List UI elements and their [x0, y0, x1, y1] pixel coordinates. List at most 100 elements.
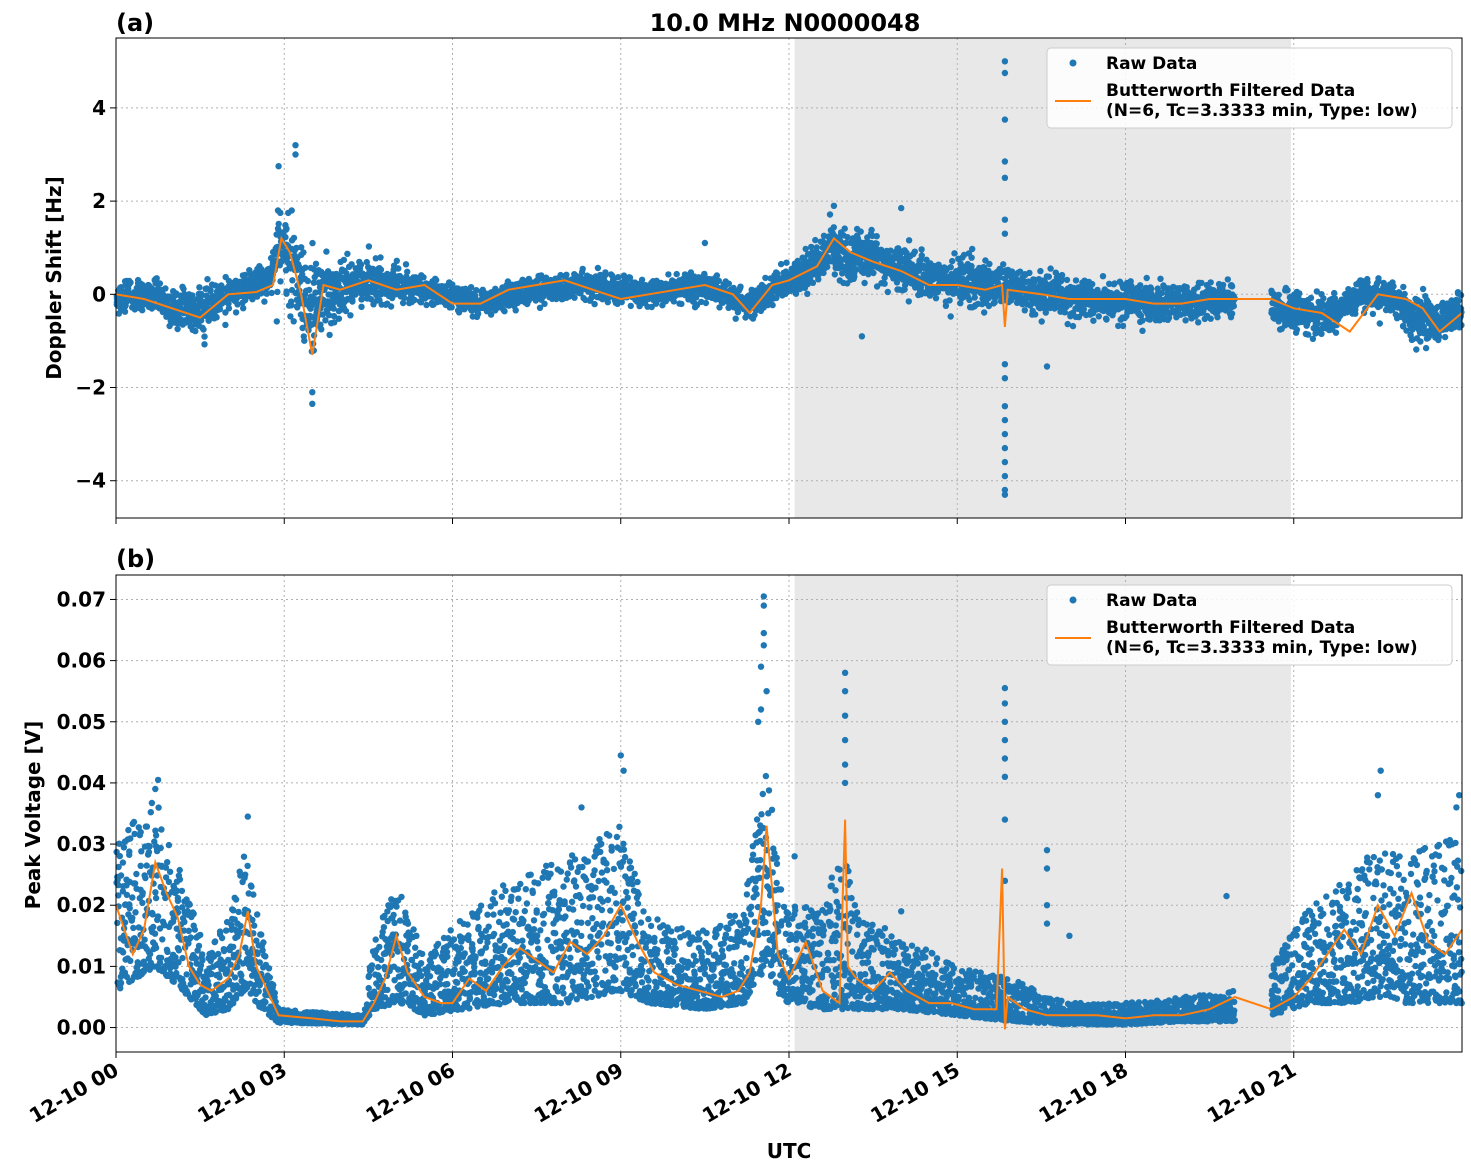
raw-data-point	[571, 294, 578, 301]
raw-data-point	[1422, 344, 1430, 352]
raw-data-point	[1063, 276, 1071, 284]
raw-data-point	[1099, 273, 1107, 280]
raw-data-point	[306, 286, 313, 294]
raw-data-point	[393, 257, 400, 264]
raw-data-point	[1095, 313, 1103, 320]
raw-data-point	[282, 234, 289, 241]
raw-data-point	[1148, 285, 1155, 293]
raw-data-point	[1207, 279, 1214, 286]
raw-data-point	[213, 314, 220, 321]
raw-data-point	[335, 315, 343, 322]
raw-data-point	[288, 302, 295, 309]
raw-data-point	[1021, 307, 1028, 314]
raw-data-point	[951, 250, 958, 257]
raw-data-point	[162, 285, 169, 292]
raw-data-point	[501, 308, 508, 315]
raw-data-point	[474, 310, 482, 317]
raw-data-point	[121, 308, 129, 315]
raw-data-point	[873, 240, 880, 247]
raw-data-point	[330, 305, 337, 312]
raw-data-point	[196, 284, 203, 291]
raw-data-point	[969, 245, 976, 253]
raw-data-point	[884, 288, 891, 296]
raw-data-point	[206, 314, 213, 322]
raw-data-point	[1195, 319, 1202, 326]
raw-data-point	[240, 305, 247, 312]
raw-data-point	[342, 307, 350, 315]
raw-data-point	[273, 318, 280, 325]
raw-data-point	[905, 237, 913, 244]
raw-data-point	[1332, 329, 1340, 336]
raw-data-point	[1119, 322, 1127, 330]
raw-data-point	[725, 280, 732, 287]
raw-data-point	[283, 225, 290, 232]
raw-data-point	[348, 261, 355, 268]
raw-data-point	[1390, 283, 1397, 290]
raw-data-point	[222, 309, 229, 316]
raw-data-point	[1026, 269, 1033, 277]
raw-data-point	[198, 290, 205, 298]
raw-data-point	[139, 307, 146, 314]
raw-data-point	[309, 239, 316, 247]
raw-data-point	[1037, 267, 1044, 275]
raw-data-point	[1143, 274, 1150, 282]
raw-data-point	[986, 260, 993, 268]
raw-data-point	[153, 275, 160, 282]
raw-data-point	[968, 254, 975, 261]
raw-data-point	[1318, 330, 1325, 337]
raw-data-point	[275, 220, 282, 228]
raw-data-point	[1137, 282, 1144, 289]
raw-data-point	[1228, 310, 1236, 317]
raw-data-point	[293, 244, 300, 252]
raw-data-point	[808, 243, 815, 251]
raw-data-point	[242, 296, 249, 304]
raw-data-point	[261, 298, 268, 305]
raw-data-point	[304, 277, 311, 285]
raw-data-point	[319, 311, 326, 318]
raw-data-point	[777, 260, 785, 268]
raw-data-point	[326, 331, 333, 339]
raw-data-point	[804, 290, 811, 297]
raw-data-point	[340, 256, 348, 264]
raw-data-point	[331, 319, 338, 326]
raw-data-point	[665, 271, 672, 278]
raw-data-point	[290, 318, 297, 325]
raw-data-point	[300, 249, 307, 256]
raw-data-point	[241, 271, 249, 279]
raw-data-point	[868, 226, 875, 234]
raw-data-point	[1058, 271, 1066, 279]
raw-data-point	[225, 305, 233, 312]
raw-data-point	[420, 274, 427, 281]
raw-data-point	[1072, 277, 1080, 284]
raw-data-point	[615, 274, 622, 281]
raw-data-point	[1139, 327, 1146, 334]
raw-data-point	[312, 260, 320, 267]
raw-data-point	[325, 312, 333, 319]
raw-data-point	[290, 234, 298, 242]
raw-data-point	[268, 289, 275, 297]
raw-data-point	[198, 317, 205, 324]
raw-data-point	[1182, 317, 1189, 324]
raw-data-point	[234, 301, 241, 308]
raw-data-point	[841, 225, 848, 232]
raw-data-point	[861, 279, 868, 287]
raw-data-point	[257, 290, 265, 297]
raw-data-point	[670, 298, 677, 305]
raw-data-point	[702, 299, 710, 307]
raw-data-point	[1000, 261, 1007, 268]
raw-data-point	[830, 224, 837, 231]
raw-data-point	[127, 279, 134, 286]
raw-data-point	[433, 276, 440, 284]
raw-data-point	[809, 279, 817, 286]
raw-data-point	[1139, 317, 1146, 324]
raw-data-point	[358, 303, 365, 310]
raw-data-point	[395, 265, 402, 272]
raw-data-point	[812, 236, 819, 244]
raw-data-point	[1224, 276, 1232, 283]
raw-data-point	[1352, 310, 1359, 317]
raw-data-point	[947, 264, 954, 271]
raw-data-point	[968, 262, 975, 270]
raw-data-point	[678, 300, 685, 308]
raw-data-point	[1376, 320, 1384, 327]
